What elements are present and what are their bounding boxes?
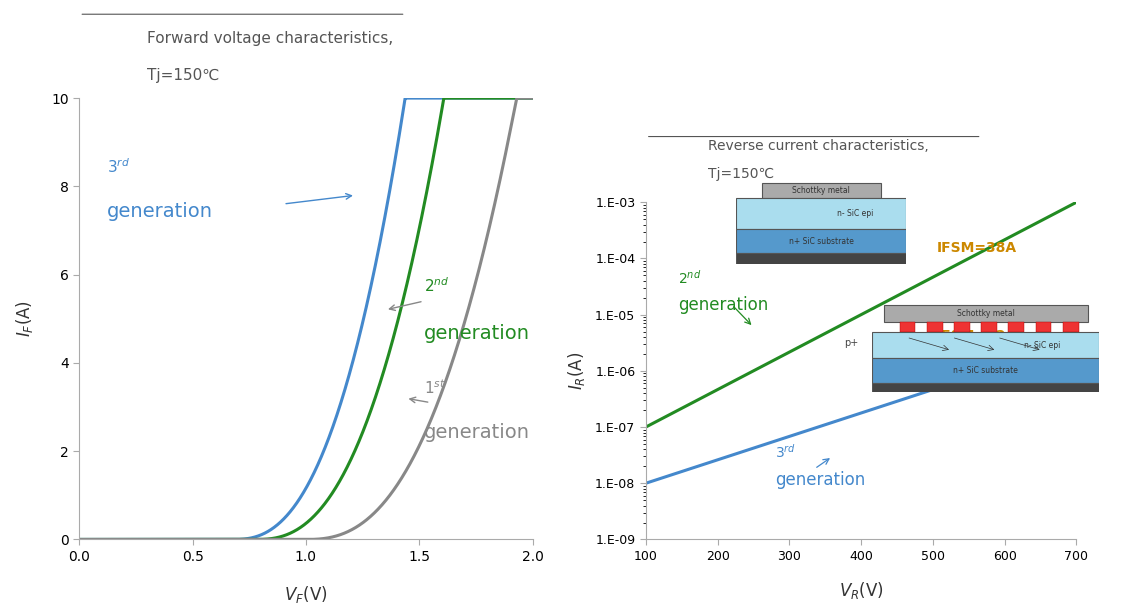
Text: generation: generation [775,471,866,489]
Bar [736,253,906,264]
Text: n- SiC epi: n- SiC epi [1024,341,1060,350]
Text: IFSM=82A: IFSM=82A [936,329,1016,343]
Text: $3^{rd}$: $3^{rd}$ [107,158,129,176]
Text: $V_R$(V): $V_R$(V) [838,580,884,601]
Bar [872,332,1099,358]
Text: $3^{rd}$: $3^{rd}$ [775,443,796,461]
Bar [900,322,915,332]
Text: $2^{nd}$: $2^{nd}$ [678,269,701,287]
Text: p+: p+ [844,338,859,348]
Bar [954,322,970,332]
Bar [736,229,906,253]
Text: Forward voltage characteristics,: Forward voltage characteristics, [147,31,393,46]
Bar [1008,322,1024,332]
Text: $I_F$(A): $I_F$(A) [15,300,35,337]
Bar [981,322,997,332]
Text: generation: generation [107,202,213,221]
Text: $I_R$(A): $I_R$(A) [566,352,587,390]
Text: generation: generation [424,423,530,442]
Bar [1036,322,1051,332]
Bar [736,199,906,229]
Text: Schottky metal: Schottky metal [792,186,851,195]
Bar [763,183,881,199]
Text: $2^{nd}$: $2^{nd}$ [424,276,449,295]
Bar [1063,322,1079,332]
Text: Schottky metal: Schottky metal [956,309,1015,318]
Text: Tj=150℃: Tj=150℃ [147,67,220,83]
Text: generation: generation [678,296,768,314]
Text: generation: generation [424,324,530,343]
Bar [884,305,1088,322]
Text: n+ SiC substrate: n+ SiC substrate [953,366,1019,375]
Text: $V_F$(V): $V_F$(V) [284,584,327,604]
Bar [872,383,1099,392]
Text: Reverse current characteristics,: Reverse current characteristics, [708,139,929,153]
Text: IFSM=38A: IFSM=38A [936,241,1016,255]
Text: Tj=150℃: Tj=150℃ [708,167,774,181]
Bar [872,358,1099,383]
Text: n- SiC epi: n- SiC epi [837,209,874,218]
Text: $1^{st}$: $1^{st}$ [424,378,445,397]
Bar [927,322,943,332]
Text: n+ SiC substrate: n+ SiC substrate [789,237,854,246]
